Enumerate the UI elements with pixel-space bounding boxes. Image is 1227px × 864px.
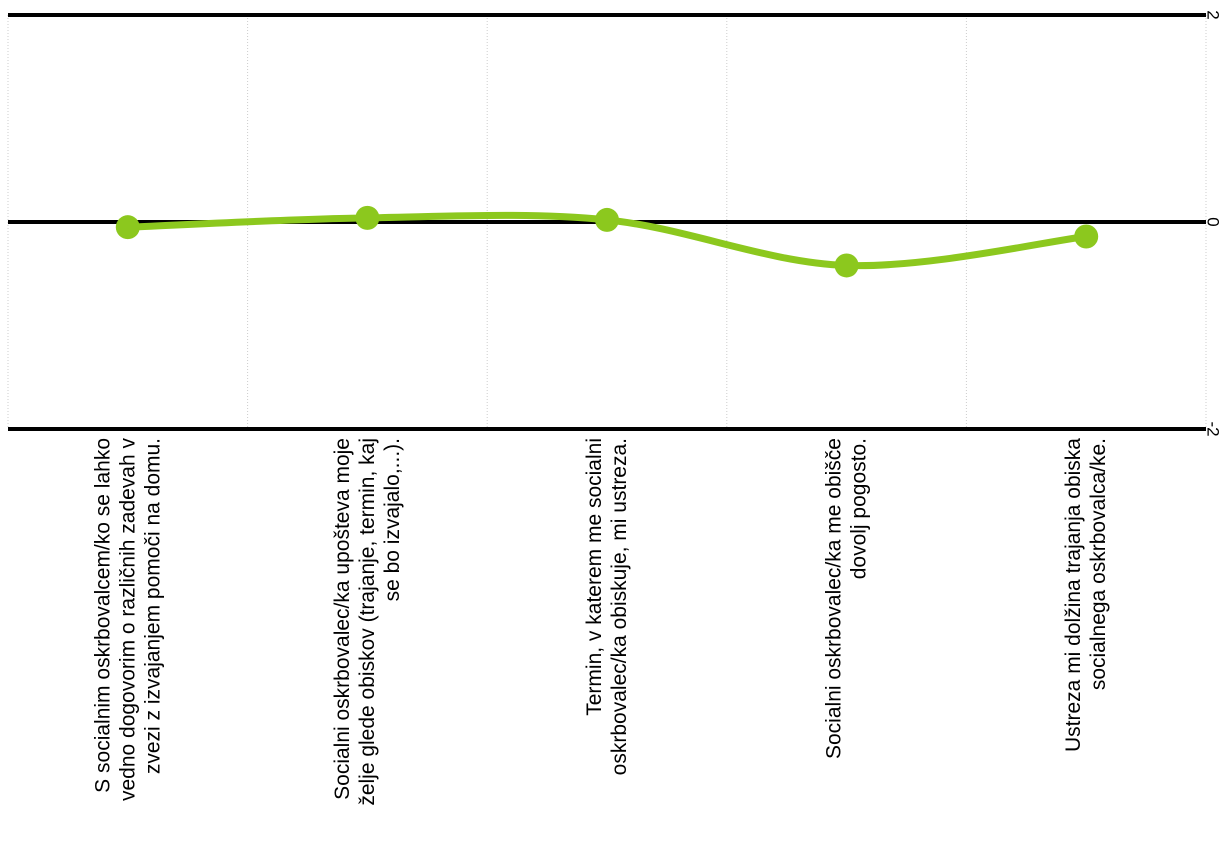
category-label: Termin, v katerem me socialni oskrbovalec… bbox=[583, 438, 631, 775]
data-point bbox=[115, 215, 140, 240]
category-label-line: oskrbovalec/ka obiskuje, mi ustreza. bbox=[608, 438, 631, 775]
category-label-line: Termin, v katerem me socialni bbox=[583, 438, 606, 716]
category-labels: S socialnim oskrbovalcem/ko se lahko vedn… bbox=[91, 438, 1110, 806]
category-label-line: Socialni oskrbovalec/ka upošteva moje bbox=[331, 438, 354, 800]
category-label-line: želje glede obiskov (trajanje, termin, k… bbox=[356, 438, 379, 806]
category-label: Socialni oskrbovalec/ka me obišče dovolj … bbox=[823, 438, 871, 759]
category-label: Socialni oskrbovalec/ka upošteva moje žel… bbox=[331, 438, 404, 806]
data-point bbox=[355, 205, 380, 230]
value-tick-label: 2 bbox=[1204, 10, 1223, 19]
category-label-line: Ustreza mi dolžina trajanja obiska bbox=[1062, 438, 1085, 752]
category-label-line: zvezi z izvajanjem pomoči na domu. bbox=[141, 438, 164, 774]
category-label-line: dovolj pogosto. bbox=[848, 438, 871, 579]
data-point bbox=[1074, 224, 1099, 249]
category-label: S socialnim oskrbovalcem/ko se lahko vedn… bbox=[91, 438, 164, 802]
value-tick-label: 0 bbox=[1204, 217, 1223, 226]
data-point bbox=[595, 207, 619, 232]
value-tick-label: -2 bbox=[1204, 421, 1223, 436]
value-axis-ticks: -2 0 2 bbox=[1204, 10, 1223, 436]
series-points bbox=[115, 205, 1099, 278]
category-label-line: Socialni oskrbovalec/ka me obišče bbox=[823, 438, 846, 759]
data-point bbox=[834, 253, 859, 278]
category-label-line: vedno dogovorim o različnih zadevah v bbox=[116, 438, 139, 802]
category-label-line: se bo izvajalo,...). bbox=[381, 438, 404, 601]
category-label-line: S socialnim oskrbovalcem/ko se lahko bbox=[91, 438, 114, 793]
category-label: Ustreza mi dolžina trajanja obiska social… bbox=[1062, 438, 1110, 752]
category-label-line: socialnega oskrbovalca/ke. bbox=[1087, 438, 1110, 690]
